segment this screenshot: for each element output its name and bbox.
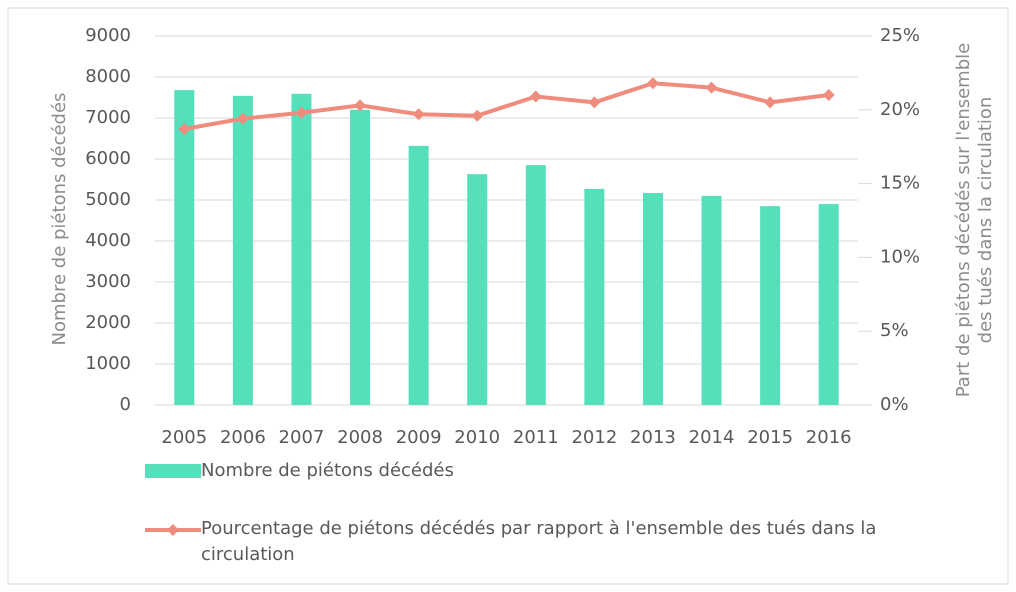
bar: [232, 95, 253, 406]
line-marker: [764, 96, 777, 109]
x-tick-label: 2008: [337, 427, 383, 448]
y-tick-label: 1000: [85, 353, 131, 374]
x-tick-label: 2006: [220, 427, 266, 448]
y2-tick-label: 10%: [880, 246, 920, 267]
legend-bar: Nombre de piétons décédés: [145, 458, 454, 484]
y-tick-label: 3000: [85, 271, 131, 292]
bar: [642, 193, 663, 405]
y2-tick-label: 20%: [880, 99, 920, 120]
line-marker: [646, 77, 659, 90]
line-marker: [412, 108, 425, 121]
line-marker: [295, 106, 308, 119]
line-marker: [354, 99, 367, 112]
legend-label: Nombre de piétons décédés: [201, 460, 454, 481]
x-tick-label: 2013: [630, 427, 676, 448]
legend-line: Pourcentage de piétons décédés par rappo…: [145, 516, 935, 568]
legend-swatch: [145, 464, 201, 478]
bar: [818, 204, 839, 405]
y2-axis-label: Part de piétons décédés sur l'ensemble d…: [953, 42, 996, 398]
chart-frame: [7, 7, 1009, 585]
x-tick-label: 2011: [513, 427, 559, 448]
x-tick-label: 2015: [747, 427, 793, 448]
y2-tick-label: 15%: [880, 173, 920, 194]
legend-label: Pourcentage de piétons décédés par rappo…: [201, 518, 877, 565]
line-marker: [822, 89, 835, 102]
line-marker: [178, 122, 191, 135]
y-tick-label: 8000: [85, 66, 131, 87]
bar: [701, 195, 722, 405]
y-tick-label: 5000: [85, 189, 131, 210]
bar: [584, 188, 605, 405]
y2-tick-label: 25%: [880, 25, 920, 46]
bar: [350, 109, 371, 406]
bar: [174, 90, 195, 406]
line-marker: [588, 96, 601, 109]
line-marker: [236, 112, 249, 125]
x-tick-label: 2010: [454, 427, 500, 448]
y2-tick-label: 5%: [880, 320, 909, 341]
y2-tick-label: 0%: [880, 394, 909, 415]
line-marker: [529, 90, 542, 103]
x-tick-label: 2005: [161, 427, 207, 448]
bar: [467, 174, 488, 405]
line-marker: [471, 109, 484, 122]
y-axis-label: Nombre de piétons décédés: [49, 92, 70, 346]
line: [183, 81, 829, 131]
bar: [760, 206, 781, 405]
bar: [408, 145, 429, 405]
x-tick-label: 2014: [689, 427, 735, 448]
x-tick-label: 2009: [396, 427, 442, 448]
line-marker: [705, 81, 718, 94]
legend-swatch: [145, 524, 201, 536]
y-tick-label: 7000: [85, 107, 131, 128]
x-tick-label: 2007: [279, 427, 325, 448]
y-tick-label: 2000: [85, 312, 131, 333]
x-tick-label: 2016: [806, 427, 852, 448]
y-tick-label: 9000: [85, 25, 131, 46]
x-tick-label: 2012: [571, 427, 617, 448]
y-tick-label: 0: [120, 394, 131, 415]
bar: [525, 165, 546, 405]
bar: [291, 93, 312, 405]
y-tick-label: 6000: [85, 148, 131, 169]
y-tick-label: 4000: [85, 230, 131, 251]
